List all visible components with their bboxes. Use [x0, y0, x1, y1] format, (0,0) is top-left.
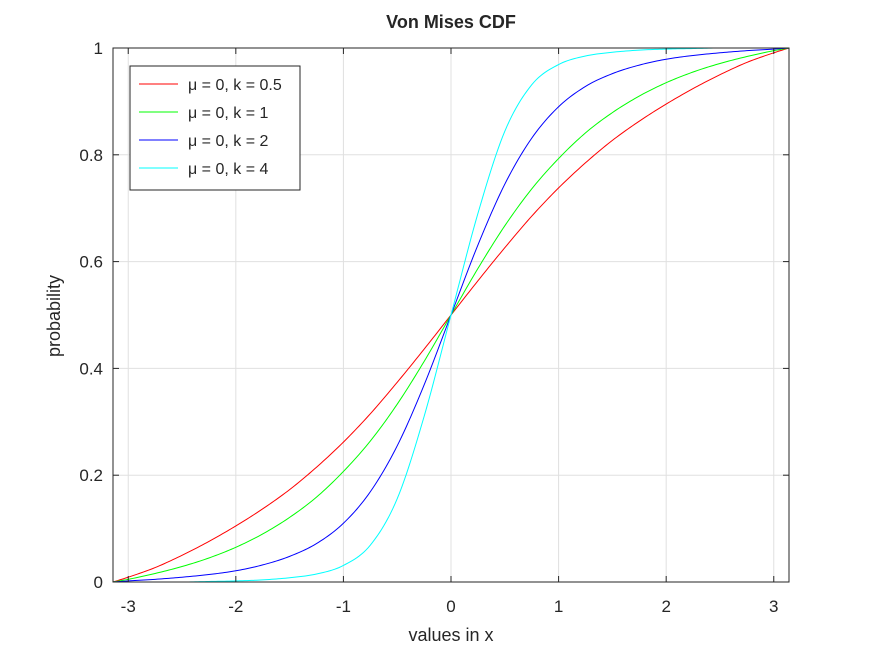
- x-tick-label: 3: [769, 597, 778, 616]
- axis-ticks: -3 -2 -1 0 1 2 3 0 0.2 0.4 0.6 0.8 1: [79, 39, 789, 616]
- series-lines: [112, 47, 790, 583]
- x-tick-label: -2: [228, 597, 243, 616]
- x-tick-label: -1: [336, 597, 351, 616]
- legend-label: μ = 0, k = 1: [188, 105, 268, 122]
- x-axis-label: values in x: [408, 625, 493, 645]
- legend-label: μ = 0, k = 0.5: [188, 77, 282, 94]
- legend-label: μ = 0, k = 2: [188, 133, 268, 150]
- y-axis-label: probability: [44, 275, 64, 357]
- legend: μ = 0, k = 0.5 μ = 0, k = 1 μ = 0, k = 2 μ …: [129, 65, 301, 191]
- y-tick-label: 0.4: [79, 359, 103, 378]
- y-tick-label: 1: [94, 39, 103, 58]
- x-tick-label: -3: [121, 597, 136, 616]
- y-tick-label: 0: [94, 573, 103, 592]
- y-tick-label: 0.6: [79, 253, 103, 272]
- x-tick-label: 2: [661, 597, 670, 616]
- x-tick-label: 1: [554, 597, 563, 616]
- legend-box: [129, 65, 301, 191]
- y-tick-label: 0.2: [79, 466, 103, 485]
- y-tick-label: 0.8: [79, 146, 103, 165]
- series-line: [113, 47, 789, 583]
- legend-items: μ = 0, k = 0.5 μ = 0, k = 1 μ = 0, k = 2 μ …: [139, 77, 282, 178]
- legend-label: μ = 0, k = 4: [188, 161, 268, 178]
- chart-title: Von Mises CDF: [386, 12, 516, 32]
- x-tick-label: 0: [446, 597, 455, 616]
